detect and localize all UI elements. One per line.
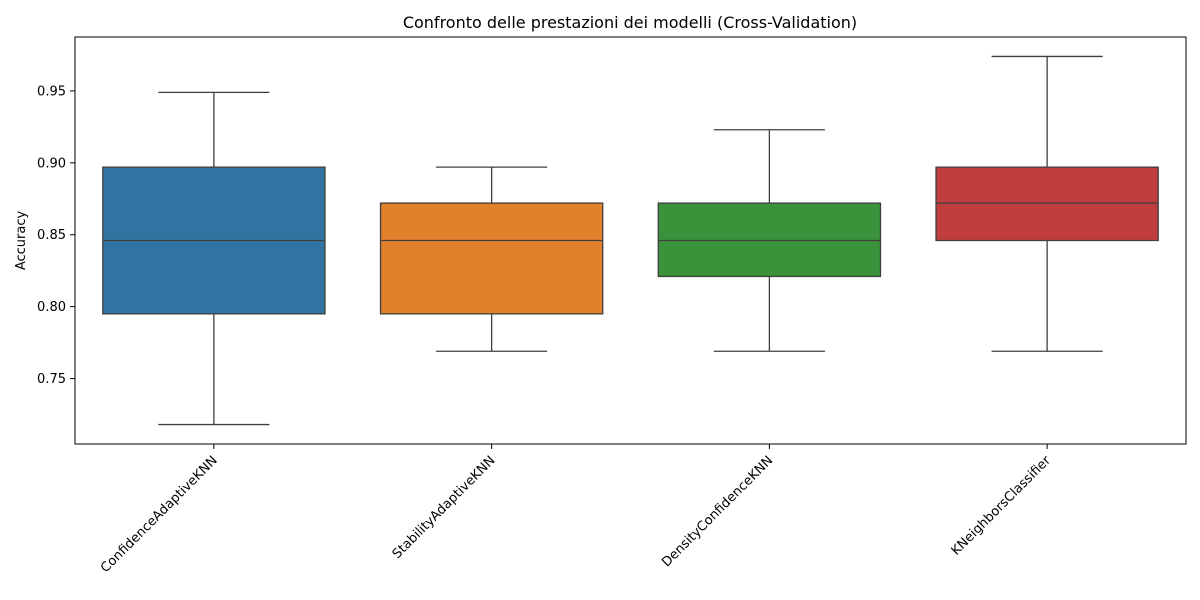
x-tick-label: DensityConfidenceKNN bbox=[659, 453, 776, 570]
box-iqr bbox=[379, 202, 604, 315]
box-group bbox=[657, 129, 882, 352]
y-tick-label: 0.80 bbox=[37, 300, 66, 315]
plot-area: 0.75 0.80 0.85 0.90 0.95 ConfidenceAdaptiveKN… bbox=[37, 55, 1159, 576]
y-tick-label: 0.95 bbox=[37, 84, 66, 99]
x-tick-label: StabilityAdaptiveKNN bbox=[390, 453, 499, 562]
box-group bbox=[935, 55, 1159, 352]
y-tick-label: 0.90 bbox=[37, 156, 66, 171]
x-tick-label: ConfidenceAdaptiveKNN bbox=[98, 453, 221, 576]
y-axis-label: Accuracy bbox=[14, 211, 29, 271]
box-iqr bbox=[657, 202, 882, 278]
box-iqr bbox=[935, 166, 1159, 242]
y-tick-label: 0.85 bbox=[37, 228, 66, 243]
chart-title: Confronto delle prestazioni dei modelli … bbox=[403, 13, 857, 32]
box-group bbox=[102, 91, 326, 426]
box-group bbox=[379, 166, 604, 352]
plot-frame bbox=[74, 36, 1187, 445]
y-tick-label: 0.75 bbox=[37, 372, 66, 387]
x-tick-label: KNeighborsClassifier bbox=[949, 453, 1055, 559]
